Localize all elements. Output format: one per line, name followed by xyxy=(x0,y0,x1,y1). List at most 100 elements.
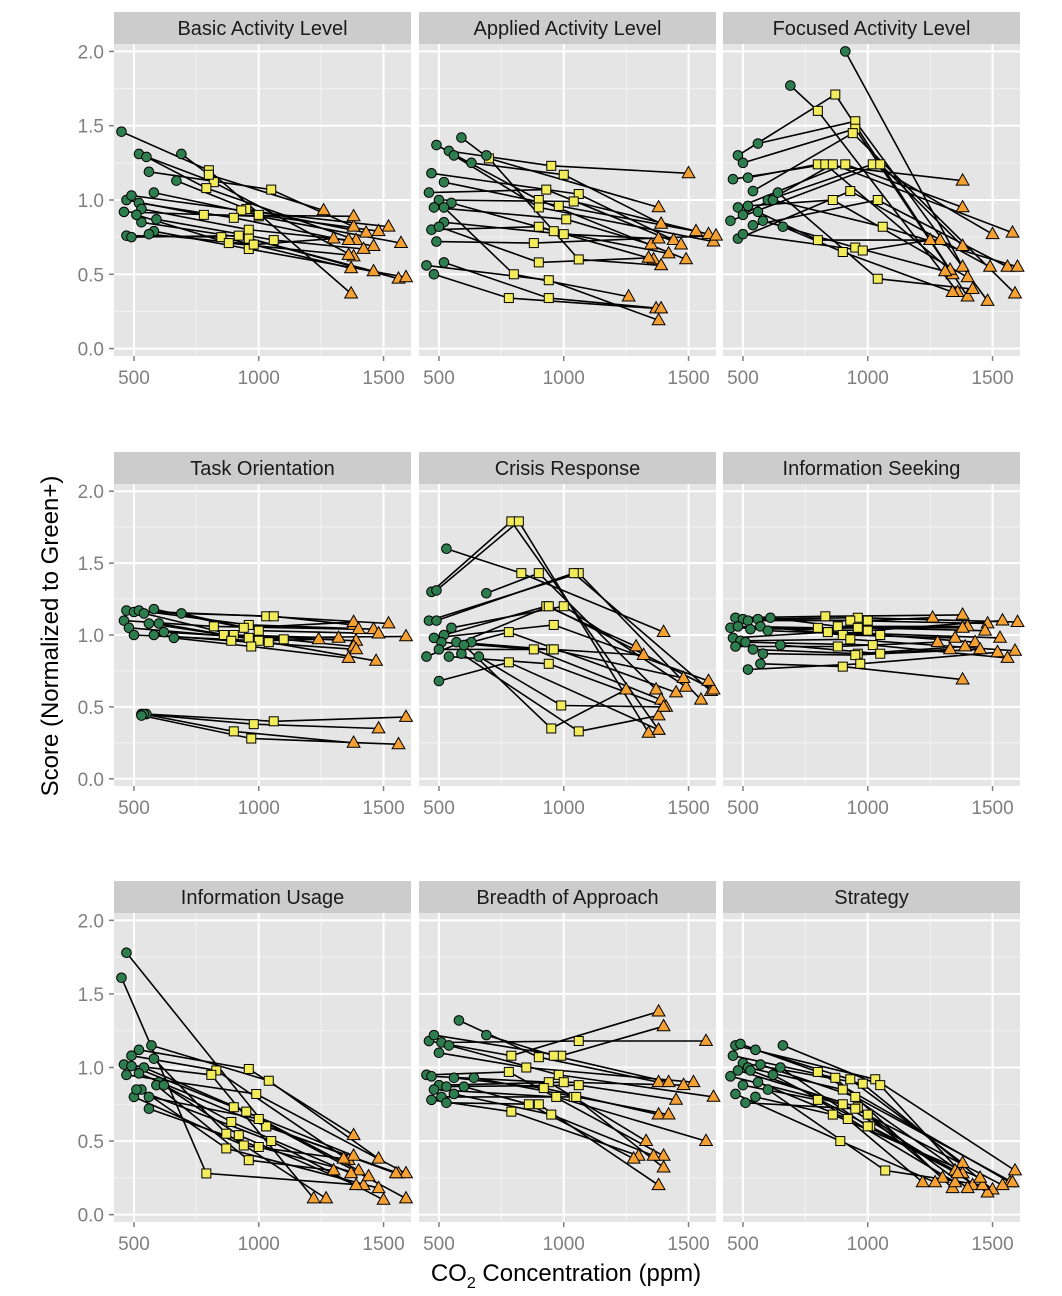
marker-circle xyxy=(433,675,445,687)
marker-triangle xyxy=(955,172,970,186)
marker-triangle xyxy=(957,638,973,652)
marker-square xyxy=(543,293,554,304)
marker-circle xyxy=(725,1071,736,1082)
facet-strip xyxy=(723,12,1020,44)
marker-triangle xyxy=(942,641,958,655)
facet-title: Information Usage xyxy=(181,887,344,909)
marker-square xyxy=(243,632,254,643)
marker-triangle xyxy=(343,260,359,274)
marker-triangle xyxy=(656,699,671,712)
x-tick-label: 500 xyxy=(118,798,150,819)
marker-square xyxy=(233,1130,244,1141)
marker-triangle xyxy=(648,681,664,695)
marker-circle xyxy=(131,1084,142,1095)
marker-circle xyxy=(438,202,450,213)
marker-square xyxy=(543,275,554,286)
marker-triangle xyxy=(960,269,975,283)
marker-square xyxy=(243,1063,254,1074)
marker-square xyxy=(268,235,279,246)
y-axis-title: Score (Normalized to Green+) xyxy=(37,476,64,797)
trajectory-line xyxy=(844,51,964,268)
marker-circle xyxy=(727,1050,739,1062)
x-tick-label: 1000 xyxy=(847,368,889,389)
marker-circle xyxy=(725,215,736,227)
x-axis-title-subscript: 2 xyxy=(467,1275,476,1292)
marker-triangle xyxy=(701,673,716,686)
marker-square xyxy=(573,254,584,265)
facet-panel: Information Usage 500 1000 1500 0.0 0.5 1.0 1.5… xyxy=(78,881,414,1255)
marker-square xyxy=(827,1109,838,1120)
marker-circle xyxy=(143,618,155,629)
marker-circle xyxy=(777,221,789,233)
trajectory-markers xyxy=(116,126,414,299)
marker-triangle xyxy=(656,1159,671,1173)
marker-square xyxy=(847,128,858,139)
marker-triangle xyxy=(706,681,721,695)
marker-circle xyxy=(443,651,455,662)
marker-square xyxy=(845,615,856,626)
marker-square xyxy=(568,196,579,207)
marker-square xyxy=(551,1091,562,1102)
marker-square xyxy=(548,644,559,655)
marker-triangle xyxy=(306,1190,321,1204)
marker-square xyxy=(850,1103,861,1114)
marker-square xyxy=(862,1121,873,1132)
marker-circle xyxy=(433,644,445,655)
marker-circle xyxy=(133,1068,145,1079)
marker-square xyxy=(503,1066,514,1077)
x-tick-label: 1500 xyxy=(971,368,1013,389)
facet-title: Breadth of Approach xyxy=(476,887,658,909)
facet-title: Applied Activity Level xyxy=(474,18,662,40)
marker-square xyxy=(837,1084,848,1095)
marker-circle xyxy=(131,209,142,221)
y-tick-label: 0.0 xyxy=(78,340,104,361)
marker-square xyxy=(845,634,856,645)
marker-circle xyxy=(428,268,440,280)
marker-circle xyxy=(466,157,477,169)
marker-square xyxy=(533,221,544,232)
marker-triangle xyxy=(955,258,970,272)
marker-square xyxy=(857,245,868,256)
marker-circle xyxy=(438,176,450,188)
marker-square xyxy=(812,622,823,633)
x-tick-label: 500 xyxy=(727,1234,759,1255)
marker-square xyxy=(573,726,584,737)
marker-triangle xyxy=(661,245,676,259)
marker-triangle xyxy=(945,284,960,297)
x-tick-label: 500 xyxy=(727,798,759,819)
marker-circle xyxy=(458,639,470,651)
marker-circle xyxy=(421,651,432,662)
marker-triangle xyxy=(366,238,381,251)
marker-circle xyxy=(732,150,744,161)
marker-square xyxy=(830,89,841,100)
facet-panel: Information Seeking 500 1000 1500 xyxy=(723,452,1025,819)
marker-triangle xyxy=(366,263,381,277)
marker-triangle xyxy=(666,232,681,245)
marker-square xyxy=(556,700,567,711)
marker-triangle xyxy=(681,165,696,179)
marker-square xyxy=(238,1140,249,1151)
marker-triangle xyxy=(381,615,396,629)
marker-square xyxy=(503,657,514,668)
marker-square xyxy=(862,1109,873,1120)
marker-square xyxy=(268,716,279,727)
marker-circle xyxy=(426,167,437,179)
marker-circle xyxy=(148,187,160,198)
facet-strip xyxy=(723,452,1020,484)
marker-circle xyxy=(453,1015,465,1026)
marker-triangle xyxy=(393,235,409,248)
marker-square xyxy=(548,226,559,237)
marker-triangle xyxy=(361,1168,376,1182)
marker-triangle xyxy=(341,650,356,663)
facet-strip xyxy=(114,452,411,484)
marker-triangle xyxy=(985,226,1000,240)
marker-square xyxy=(238,622,249,633)
marker-circle xyxy=(757,215,769,227)
marker-triangle xyxy=(980,293,995,306)
marker-circle xyxy=(732,621,744,632)
facet-title: Crisis Response xyxy=(495,458,641,480)
marker-triangle xyxy=(965,281,980,294)
marker-triangle xyxy=(398,709,414,722)
marker-triangle xyxy=(995,612,1010,626)
x-tick-label: 1000 xyxy=(847,798,889,819)
